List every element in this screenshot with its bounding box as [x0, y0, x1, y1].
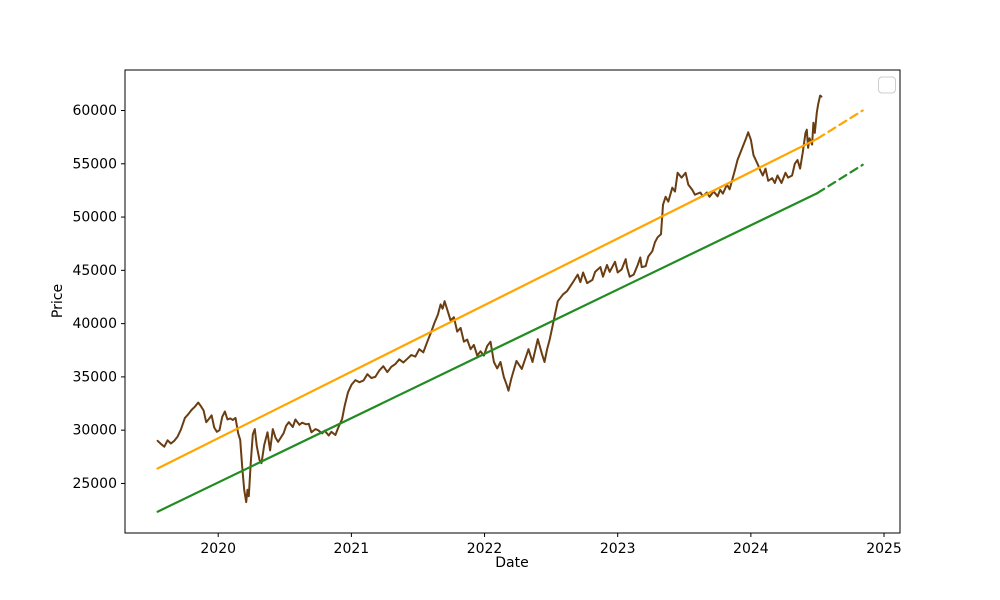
y-tick-label: 60000 — [72, 103, 117, 119]
y-tick-label: 55000 — [72, 156, 117, 172]
upper-channel-line — [156, 137, 819, 470]
y-tick-label: 30000 — [72, 423, 117, 439]
y-tick-label: 35000 — [72, 369, 117, 385]
plot-border — [124, 69, 901, 534]
lower-channel-forecast-line — [816, 163, 864, 195]
price-line — [156, 94, 823, 504]
y-axis-label: Price — [50, 283, 66, 319]
x-tick-label: 2023 — [600, 541, 636, 557]
y-tick-label: 40000 — [72, 316, 117, 332]
y-tick-label: 50000 — [72, 210, 117, 226]
x-tick-label: 2025 — [866, 541, 902, 557]
y-tick-label: 25000 — [72, 476, 117, 492]
x-tick-label: 2021 — [334, 541, 370, 557]
x-tick-label: 2020 — [200, 541, 236, 557]
legend-box — [878, 76, 896, 94]
y-tick-label: 45000 — [72, 263, 117, 279]
upper-channel-forecast-line — [816, 109, 864, 140]
x-axis-label: Date — [495, 555, 529, 571]
lower-channel-line — [156, 192, 819, 513]
x-tick-label: 2024 — [733, 541, 769, 557]
x-tick-label: 2022 — [467, 541, 503, 557]
